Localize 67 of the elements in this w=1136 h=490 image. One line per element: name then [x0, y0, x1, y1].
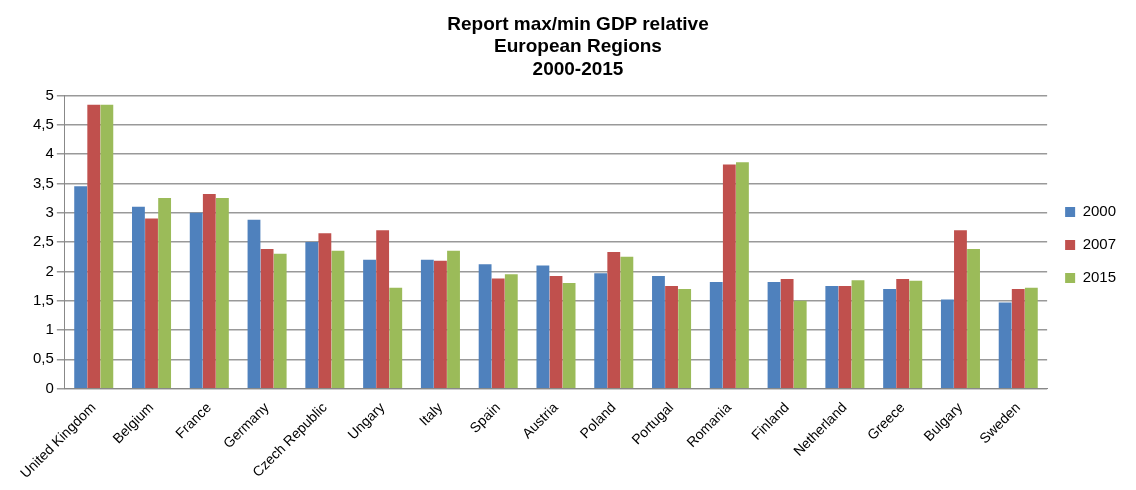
bar	[620, 256, 634, 388]
bar	[331, 250, 345, 388]
bar	[940, 299, 954, 388]
bar	[652, 276, 665, 388]
y-tick-label: 1	[45, 320, 54, 338]
bar	[998, 302, 1012, 388]
bar	[504, 274, 518, 388]
legend-label: 2000	[1082, 202, 1117, 220]
bar	[1011, 288, 1025, 388]
bar	[722, 164, 736, 388]
bar	[447, 250, 460, 388]
legend-label: 2015	[1082, 268, 1117, 286]
bar	[967, 249, 980, 388]
bar	[549, 276, 563, 388]
bar	[491, 278, 505, 388]
chart-title: Report max/min GDP relative European Regions 2000-2015	[447, 12, 709, 80]
y-tick-label: 2	[45, 261, 54, 279]
bar	[536, 265, 550, 388]
x-tick-label: Italy	[415, 399, 446, 429]
bar	[736, 162, 749, 388]
y-tick-label: 0,5	[32, 349, 54, 367]
y-tick-label: 3	[45, 202, 54, 220]
bar	[87, 104, 101, 388]
bar	[562, 283, 576, 388]
bar	[607, 252, 621, 388]
bar	[363, 259, 376, 388]
bar	[478, 264, 492, 388]
bar	[318, 233, 332, 388]
bar	[851, 280, 865, 388]
bar	[158, 198, 172, 388]
y-tick-label: 5	[45, 85, 54, 103]
bar	[709, 281, 723, 388]
y-tick-label: 1,5	[32, 290, 54, 308]
bar	[202, 193, 216, 388]
bar	[273, 253, 287, 388]
bar	[825, 286, 839, 388]
bar	[389, 287, 403, 388]
y-tick-label: 2,5	[32, 232, 54, 250]
bar	[189, 212, 203, 388]
bar	[305, 242, 319, 388]
bar	[678, 288, 692, 388]
bar	[793, 300, 807, 388]
bar	[420, 259, 434, 388]
y-tick-label: 0	[45, 378, 54, 396]
bar	[100, 104, 114, 388]
y-tick-label: 4	[45, 144, 54, 162]
bar	[376, 230, 390, 388]
y-tick-label: 3,5	[32, 173, 54, 191]
bar	[132, 206, 145, 388]
bar	[896, 279, 910, 388]
bar	[434, 260, 447, 388]
bar	[954, 230, 967, 388]
bar	[215, 198, 229, 388]
bar	[665, 286, 678, 388]
bar	[1024, 287, 1038, 388]
bar	[780, 279, 794, 388]
bar	[909, 280, 923, 388]
y-tick-label: 4,5	[32, 114, 54, 132]
bar	[247, 219, 261, 388]
legend-label: 2007	[1082, 235, 1117, 253]
bar	[74, 186, 88, 388]
bar	[594, 273, 608, 388]
bar	[838, 286, 852, 388]
bar	[767, 281, 781, 388]
bar	[883, 288, 896, 388]
bar	[145, 218, 158, 388]
bar	[260, 249, 274, 388]
